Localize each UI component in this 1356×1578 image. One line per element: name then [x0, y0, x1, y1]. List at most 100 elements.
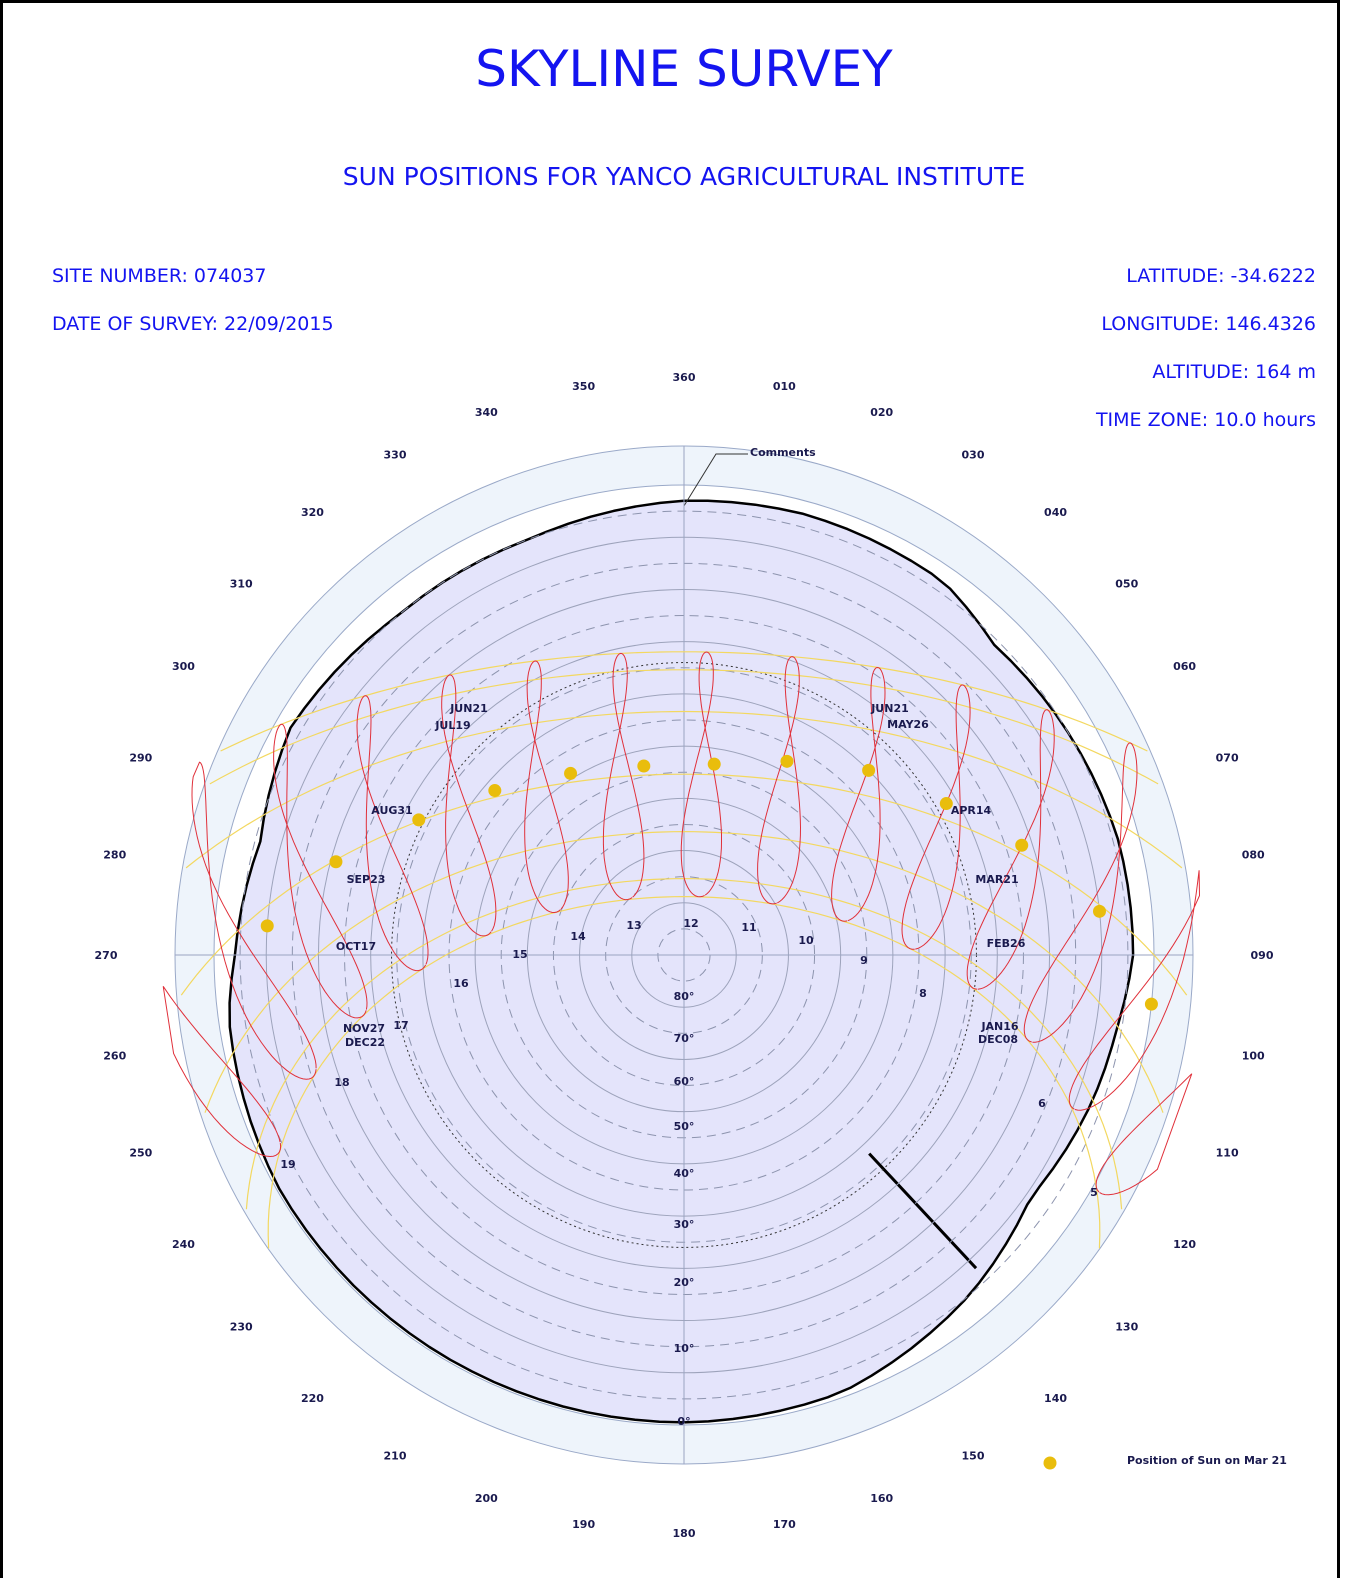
hour-analemma	[441, 674, 497, 937]
azimuth-label: 160	[870, 1492, 893, 1505]
hour-analemma	[757, 656, 802, 905]
hour-label: 11	[741, 921, 756, 934]
hour-analemma	[831, 666, 886, 922]
hour-label: 18	[334, 1076, 349, 1089]
sun-position-marker	[1092, 904, 1106, 918]
azimuth-label: 030	[962, 448, 985, 461]
date-label: MAR21	[975, 873, 1018, 886]
sun-position-marker	[862, 763, 876, 777]
azimuth-label: 060	[1173, 660, 1196, 673]
comments-annotation: Comments	[750, 446, 816, 459]
hour-analemma	[273, 723, 368, 1019]
azimuth-label: 220	[301, 1392, 324, 1405]
azimuth-label: 340	[475, 406, 498, 419]
azimuth-label: 050	[1115, 577, 1138, 590]
sun-positions	[260, 754, 1158, 1011]
hour-label: 17	[393, 1019, 408, 1032]
date-label: JUN21	[449, 702, 488, 715]
date-arcs	[180, 651, 1188, 1249]
date-label: DEC08	[978, 1033, 1018, 1046]
azimuth-label: 230	[230, 1321, 253, 1334]
sun-position-marker	[780, 754, 794, 768]
elevation-label: 50°	[674, 1120, 695, 1133]
elevation-label: 0°	[677, 1415, 690, 1428]
azimuth-label: 250	[129, 1147, 152, 1160]
hour-label: 12	[683, 917, 698, 930]
azimuth-label: 170	[773, 1518, 796, 1531]
site-number: SITE NUMBER: 074037	[52, 265, 267, 287]
altitude: ALTITUDE: 164 m	[1152, 361, 1316, 383]
azimuth-label: 360	[673, 371, 696, 384]
azimuth-label: 140	[1044, 1392, 1067, 1405]
comments-leader	[683, 453, 748, 507]
azimuth-label: 080	[1242, 849, 1265, 862]
legend-sun-marker	[1043, 1456, 1057, 1470]
azimuth-label: 070	[1216, 751, 1239, 764]
date-of-survey: DATE OF SURVEY: 22/09/2015	[52, 313, 334, 335]
hour-label: 10	[798, 934, 814, 947]
azimuth-label: 280	[103, 849, 126, 862]
hour-label: 19	[280, 1158, 295, 1171]
azimuth-label: 310	[230, 577, 253, 590]
date-label: MAY26	[887, 718, 929, 731]
azimuth-label: 020	[870, 406, 893, 419]
hour-analemma	[162, 986, 282, 1158]
sun-position-marker	[260, 919, 274, 933]
azimuth-label: 010	[773, 380, 796, 393]
sun-position-marker	[564, 766, 578, 780]
sun-position-marker	[939, 797, 953, 811]
hour-label: 9	[860, 954, 868, 967]
hour-label: 13	[626, 919, 641, 932]
date-arc	[185, 710, 1183, 869]
azimuth-label: 320	[301, 506, 324, 519]
elevation-label: 10°	[674, 1342, 695, 1355]
azimuth-label: 260	[103, 1049, 126, 1062]
date-arc	[209, 669, 1159, 785]
date-label: OCT17	[336, 940, 376, 953]
azimuth-label: 040	[1044, 506, 1067, 519]
sun-position-marker	[1015, 838, 1029, 852]
sun-position-marker	[329, 855, 343, 869]
azimuth-label: 100	[1242, 1049, 1265, 1062]
date-label: JUN21	[870, 702, 909, 715]
date-label: NOV27	[343, 1022, 385, 1035]
sun-position-marker	[1144, 997, 1158, 1011]
elevation-label: 80°	[674, 990, 695, 1003]
time-zone: TIME ZONE: 10.0 hours	[1095, 409, 1316, 431]
azimuth-label: 210	[384, 1450, 407, 1463]
azimuth-label: 150	[962, 1450, 985, 1463]
obstruction-line	[868, 1152, 978, 1270]
date-label: AUG31	[371, 804, 412, 817]
azimuth-label: 120	[1173, 1238, 1196, 1251]
elevation-label: 60°	[674, 1075, 695, 1088]
azimuth-label: 300	[172, 660, 195, 673]
date-label: JAN16	[980, 1020, 1018, 1033]
date-label: DEC22	[345, 1036, 385, 1049]
hour-analemmas	[162, 651, 1201, 1196]
azimuth-label: 110	[1216, 1147, 1239, 1160]
page-subtitle: SUN POSITIONS FOR YANCO AGRICULTURAL INS…	[342, 162, 1026, 191]
azimuth-label: 270	[95, 949, 118, 962]
hour-analemma	[602, 652, 645, 901]
hour-label: 6	[1038, 1097, 1046, 1110]
page-title: SKYLINE SURVEY	[475, 40, 893, 98]
hour-analemma	[524, 660, 569, 914]
date-label: JUL19	[434, 719, 470, 732]
hour-label: 15	[512, 948, 527, 961]
azimuth-label: 290	[129, 751, 152, 764]
date-arc	[204, 830, 1164, 1113]
azimuth-label: 090	[1251, 949, 1274, 962]
hour-analemma	[1095, 1073, 1193, 1196]
hour-analemma	[901, 684, 971, 950]
azimuth-label: 240	[172, 1238, 195, 1251]
sun-position-marker	[488, 784, 502, 798]
elevation-label: 70°	[674, 1032, 695, 1045]
hour-analemma	[1023, 742, 1138, 1043]
date-arc	[220, 651, 1148, 752]
hour-label: 8	[919, 987, 927, 1000]
hour-analemma	[191, 761, 317, 1080]
hour-analemma	[680, 651, 722, 898]
azimuth-label: 180	[673, 1527, 696, 1540]
azimuth-label: 130	[1115, 1321, 1138, 1334]
date-label: APR14	[951, 804, 992, 817]
